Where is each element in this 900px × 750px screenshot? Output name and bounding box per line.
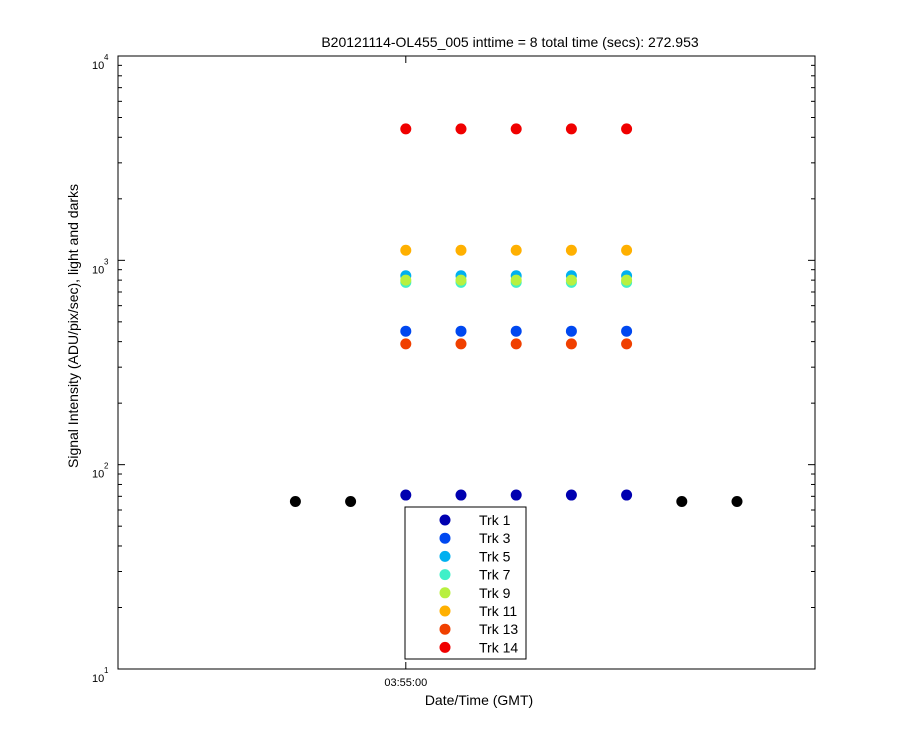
legend-label: Trk 7 [479,567,511,583]
point-trk-3 [621,325,633,337]
point-trk-14 [455,123,467,135]
x-axis-label: Date/Time (GMT) [425,692,533,708]
legend-label: Trk 3 [479,530,511,546]
y-tick-label-exp: 2 [104,462,109,471]
legend-label: Trk 9 [479,585,511,601]
point-trk-11 [565,244,577,256]
point-trk-3 [400,325,412,337]
point-trk-13 [565,338,577,350]
legend-marker [439,569,451,581]
point-trk-14 [565,123,577,135]
point-trk-1 [565,489,577,501]
legend-label: Trk 13 [479,621,518,637]
legend-marker [439,605,451,617]
point-trk-13 [621,338,633,350]
dark-point [345,496,357,508]
point-trk-1 [510,489,522,501]
point-trk-3 [565,325,577,337]
legend-label: Trk 14 [479,639,518,655]
y-tick-label-base: 10 [92,469,104,481]
x-tick-label: 03:55:00 [384,677,427,689]
point-trk-1 [400,489,412,501]
legend-marker [439,623,451,635]
dark-point [731,496,743,508]
y-axis-label: Signal Intensity (ADU/pix/sec), light an… [65,184,81,468]
point-trk-9 [455,274,467,286]
point-trk-11 [510,244,522,256]
legend-marker [439,641,451,653]
point-trk-3 [510,325,522,337]
legend-box [404,506,527,660]
dark-point [289,496,301,508]
y-tick-label-exp: 4 [104,53,109,62]
legend-marker [439,587,451,599]
point-trk-13 [400,338,412,350]
point-trk-13 [455,338,467,350]
legend: Trk 1 Trk 3 Trk 5 Trk 7 Trk 9 Trk 11 Trk 13 Trk… [404,506,527,660]
legend-label: Trk 5 [479,548,511,564]
point-trk-1 [455,489,467,501]
point-trk-1 [621,489,633,501]
point-trk-14 [621,123,633,135]
y-tick-label-exp: 3 [104,257,109,266]
legend-marker [439,514,451,526]
point-trk-11 [400,244,412,256]
y-tick-label-base: 10 [92,60,104,72]
data-points [289,123,743,508]
point-trk-11 [455,244,467,256]
point-trk-14 [510,123,522,135]
dark-point [676,496,688,508]
legend-label: Trk 1 [479,512,511,528]
point-trk-11 [621,244,633,256]
legend-label: Trk 11 [479,603,517,619]
point-trk-9 [400,274,412,286]
legend-marker [439,532,451,544]
legend-marker [439,550,451,562]
point-trk-9 [621,274,633,286]
point-trk-9 [565,274,577,286]
y-tick-label-exp: 1 [104,666,109,675]
point-trk-9 [510,274,522,286]
y-tick-label-base: 10 [92,673,104,685]
point-trk-13 [510,338,522,350]
chart-title: B20121114-OL455_005 inttime = 8 total ti… [321,34,699,50]
y-tick-label-base: 10 [92,264,104,276]
point-trk-14 [400,123,412,135]
point-trk-3 [455,325,467,337]
